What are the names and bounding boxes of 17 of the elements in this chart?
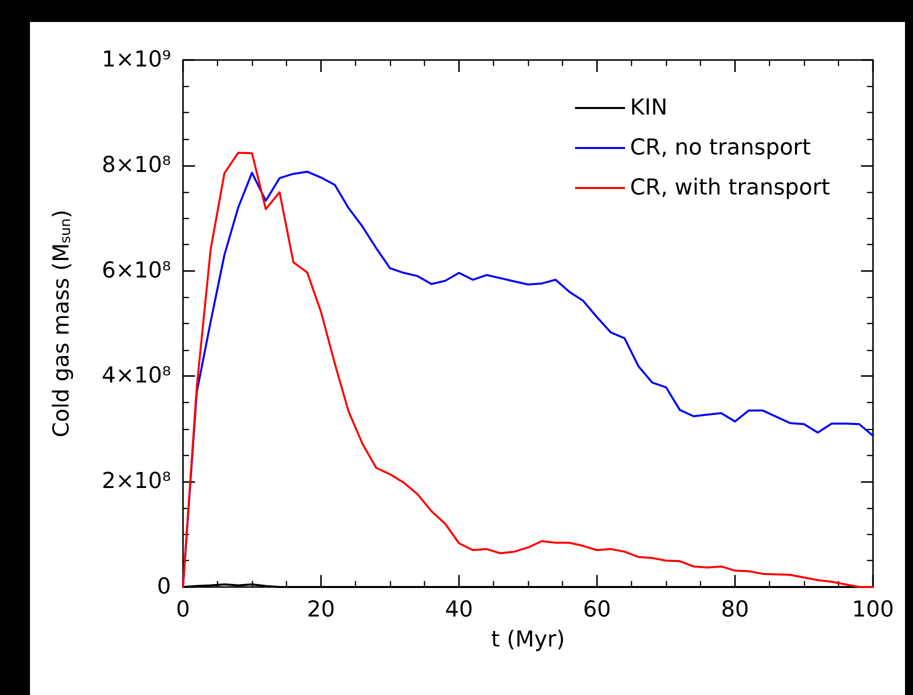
x-axis-title: t (Myr) (491, 628, 565, 652)
y-tick-label: 6×10⁸ (102, 258, 172, 284)
y-tick-label: 2×10⁸ (102, 469, 172, 494)
y-tick-label: 1×10⁹ (102, 48, 171, 72)
x-tick-label: 60 (583, 598, 611, 622)
x-tick-label: 0 (176, 598, 190, 622)
y-axis-title: Cold gas mass (Msun) (50, 210, 74, 438)
y-tick-label: 8×10⁸ (102, 152, 172, 178)
legend-label: CR, no transport (630, 136, 812, 160)
y-tick-label: 4×10⁸ (102, 364, 172, 389)
legend-label: CR, with transport (630, 176, 830, 200)
y-tick-label: 0 (157, 574, 171, 600)
x-tick-label: 40 (445, 598, 473, 622)
legend-label: KIN (630, 96, 668, 120)
x-tick-label: 80 (721, 598, 749, 622)
x-tick-label: 20 (307, 598, 335, 622)
x-tick-label: 100 (852, 598, 894, 622)
